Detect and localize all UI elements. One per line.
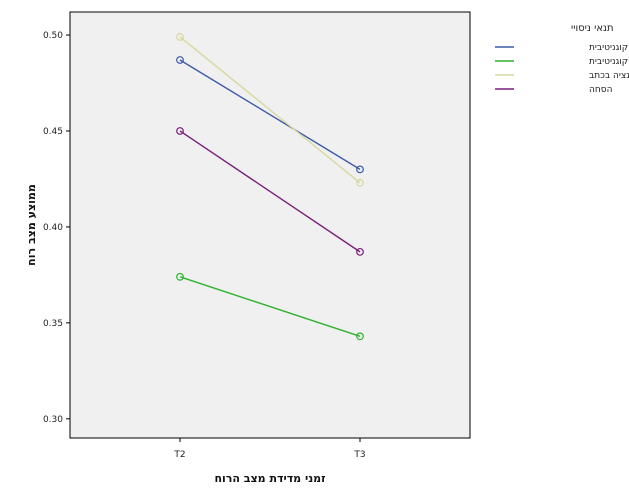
data-point	[356, 247, 364, 256]
legend-items: הפרדה קוגניטיבית הבנייה קוגניטיבית רומינצי…	[495, 43, 629, 95]
y-axis-title: ממוצע מצב רוח	[25, 184, 38, 266]
data-point	[176, 56, 184, 64]
x-axis-title: זמני מדידת מצב הרוח	[214, 472, 325, 485]
plot-area	[69, 11, 471, 439]
legend-label: הפרדה קוגניטיבית	[589, 43, 629, 53]
legend: תנאי ניסויי הפרדה קוגניטיבית הבנייה קוגני…	[495, 23, 629, 95]
data-point	[176, 272, 184, 281]
data-point	[356, 178, 364, 187]
data-point	[176, 33, 184, 41]
series-line	[179, 130, 361, 253]
series-layer	[176, 33, 364, 341]
series-line	[179, 59, 361, 170]
y-tick-label: 0.30	[43, 415, 63, 425]
series-line	[179, 36, 361, 184]
data-point	[356, 165, 364, 174]
data-point	[356, 332, 364, 341]
y-tick-label: 0.35	[43, 319, 63, 329]
x-axis: T2 T3	[173, 438, 366, 460]
x-tick-label: T3	[353, 450, 365, 460]
legend-label: הסחה	[589, 85, 613, 95]
y-tick-label: 0.45	[43, 127, 63, 137]
series-line	[179, 276, 361, 337]
data-point	[176, 127, 184, 135]
x-tick-label: T2	[173, 450, 185, 460]
y-tick-label: 0.50	[43, 31, 63, 41]
legend-label: הבנייה קוגניטיבית	[589, 57, 629, 67]
legend-label: רומינציה בכתב	[589, 71, 629, 81]
legend-title: תנאי ניסויי	[571, 23, 614, 34]
y-tick-label: 0.40	[43, 223, 63, 233]
y-axis: 0.30 0.35 0.40 0.45 0.50	[43, 31, 70, 425]
